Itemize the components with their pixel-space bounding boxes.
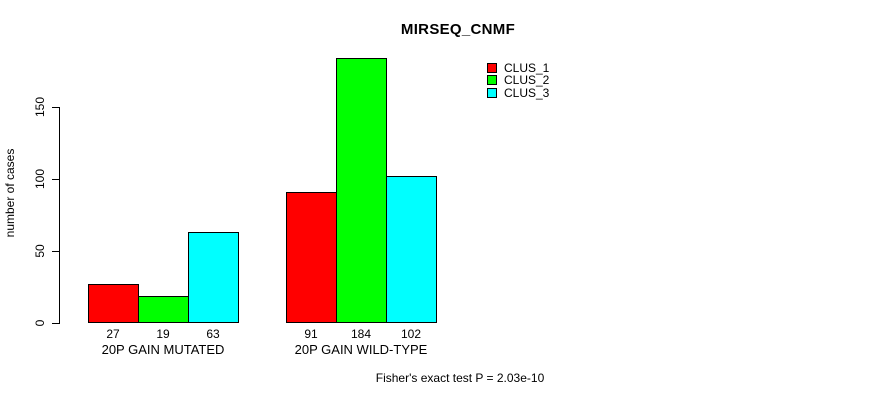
y-tick xyxy=(52,107,59,108)
y-tick-label: 100 xyxy=(33,168,47,190)
y-tick xyxy=(52,323,59,324)
bar-value-label: 102 xyxy=(400,327,422,341)
legend-label: CLUS_3 xyxy=(504,85,550,100)
bar-clus_2-2 xyxy=(336,58,387,323)
legend-item-clus_2: CLUS_2 xyxy=(487,74,549,86)
bar-clus_2-1 xyxy=(138,295,189,323)
legend-swatch-icon xyxy=(487,87,497,98)
y-tick-label: 150 xyxy=(33,96,47,118)
bar-value-label: 19 xyxy=(156,327,170,341)
fisher-test-annotation: Fisher's exact test P = 2.03e-10 xyxy=(375,371,545,385)
bar-value-label: 184 xyxy=(350,327,372,341)
bar-clus_1-1 xyxy=(88,284,139,323)
legend-label: CLUS_2 xyxy=(504,73,550,88)
legend-item-clus_1: CLUS_1 xyxy=(487,62,549,74)
y-tick-label: 50 xyxy=(33,244,47,258)
bar-clus_1-2 xyxy=(286,191,337,323)
y-axis-line xyxy=(59,107,60,324)
chart-title: MIRSEQ_CNMF xyxy=(400,21,516,38)
category-label: 20P GAIN WILD-TYPE xyxy=(294,342,428,357)
bar-value-label: 27 xyxy=(106,327,120,341)
category-label: 20P GAIN MUTATED xyxy=(101,342,225,357)
y-tick-label: 0 xyxy=(33,319,47,327)
bar-clus_3-1 xyxy=(188,232,239,323)
legend-item-clus_3: CLUS_3 xyxy=(487,87,549,99)
legend-swatch-icon xyxy=(487,63,497,73)
bar-value-label: 91 xyxy=(304,327,318,341)
legend-label: CLUS_1 xyxy=(504,61,550,75)
y-tick xyxy=(52,251,59,252)
y-axis-label: number of cases xyxy=(3,148,17,238)
y-tick xyxy=(52,179,59,180)
bar-value-label: 63 xyxy=(206,327,220,341)
legend-swatch-icon xyxy=(487,75,497,86)
bar-clus_3-2 xyxy=(386,176,437,323)
